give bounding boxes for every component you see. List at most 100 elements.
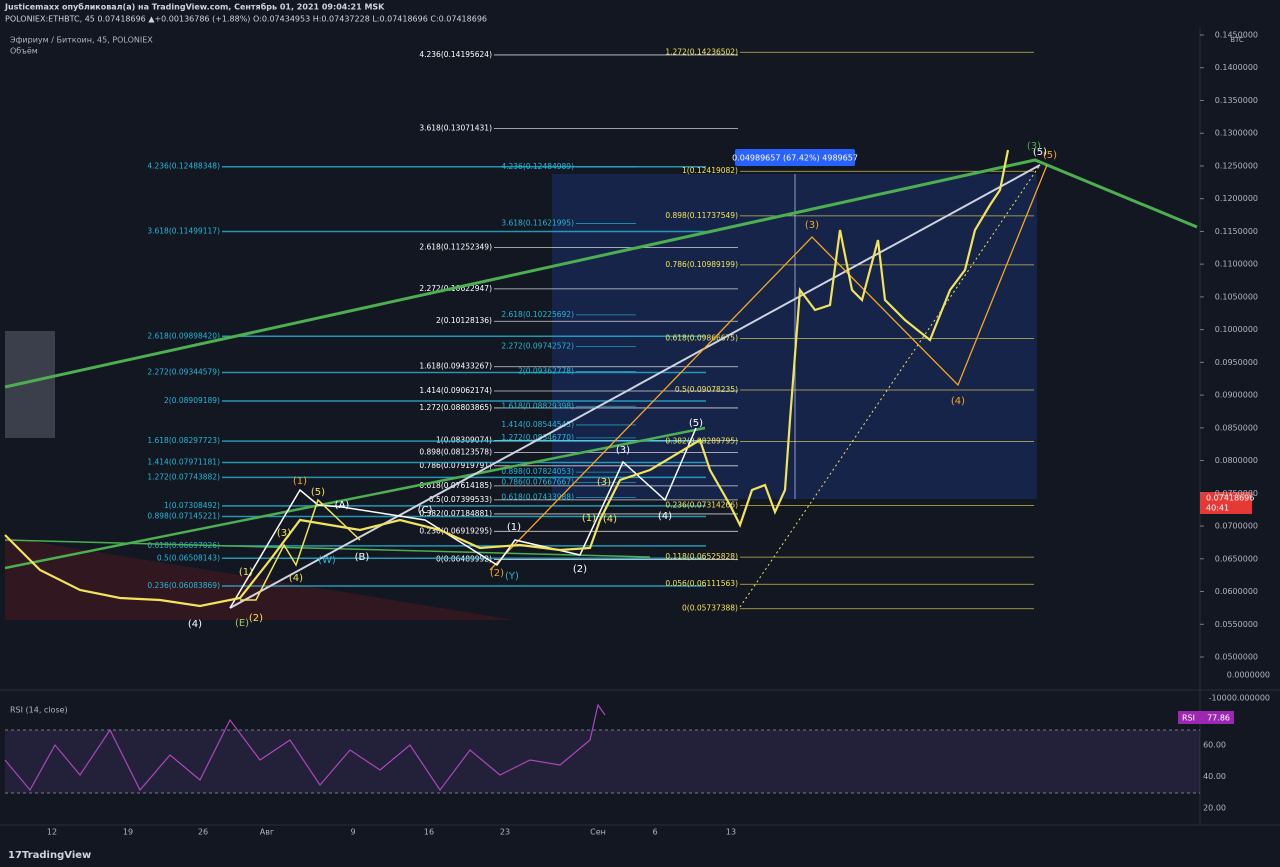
wave-label: (4): [603, 514, 617, 525]
fib-label: 0(0.05737388): [682, 604, 738, 613]
fib-label: 4.236(0.14195624): [419, 50, 492, 59]
fib-label: 0.898(0.07824053): [501, 467, 574, 476]
fib-label: 2.618(0.09898420): [147, 331, 220, 340]
wave-label: (3): [277, 528, 291, 539]
fib-label: 2.618(0.11252349): [419, 243, 492, 252]
wave-label: (5): [689, 418, 703, 429]
fib-label: 0.898(0.08123578): [419, 447, 492, 456]
volume-tick-label: -10000.000000: [1209, 694, 1270, 703]
wave-label: (Y): [505, 571, 519, 582]
fib-label: 0.786(0.10989199): [665, 260, 738, 269]
time-tick-label: 23: [500, 828, 510, 837]
fib-label: 1(0.07308492): [164, 501, 220, 510]
fib-label: 0.382(0.08289795): [665, 437, 738, 446]
price-tick-label: 0.1050000: [1215, 292, 1258, 301]
wave-path: [489, 164, 1048, 571]
fib-label: 2.618(0.10225692): [501, 310, 574, 319]
price-tick-label: 0.0550000: [1215, 620, 1258, 629]
fib-label: 1.414(0.08544545): [501, 420, 574, 429]
time-tick-label: 16: [424, 828, 434, 837]
measure-label: 0.04989657 (67.42%) 4989657: [732, 154, 858, 163]
fib-label: 1.618(0.08829398): [501, 401, 574, 410]
fib-label: 0.786(0.07919791): [419, 461, 492, 470]
brand-logo: 17: [8, 850, 22, 861]
fib-label: 0.236(0.07314266): [665, 500, 738, 509]
projected-path: [4, 149, 1010, 608]
measure-label-bg: [735, 149, 855, 166]
volume-tick-label: 0.0000000: [1227, 671, 1270, 680]
price-tick-label: 0.0500000: [1215, 653, 1258, 662]
wave-label: (3): [616, 445, 630, 456]
rsi-tick-label: 60.00: [1203, 741, 1226, 750]
fib-label: 2.272(0.09344579): [147, 368, 220, 377]
price-tick-label: 0.1450000: [1215, 31, 1258, 40]
price-tick-label: 0.0900000: [1215, 391, 1258, 400]
fib-label: 0.056(0.06111563): [665, 579, 738, 588]
time-tick-label: Авг: [260, 828, 274, 837]
fib-label: 0.5(0.07399533): [429, 495, 492, 504]
price-tick-label: 0.1000000: [1215, 325, 1258, 334]
price-tick-label: 0.0850000: [1215, 423, 1258, 432]
wave-label: (5): [311, 487, 325, 498]
wave-label: (W): [318, 555, 336, 566]
time-tick-label: 6: [652, 828, 657, 837]
wave-label: (1): [582, 513, 596, 524]
rsi-band: [5, 730, 1200, 793]
price-tick-label: 0.1300000: [1215, 129, 1258, 138]
legend-title: Эфириум / Биткоин, 45, POLONIEX: [10, 36, 153, 45]
time-tick-label: 26: [198, 828, 208, 837]
fib-label: 0.118(0.06525828): [665, 552, 738, 561]
wave-label: (1): [293, 476, 307, 487]
fib-label: 1.272(0.07743882): [147, 472, 220, 481]
price-tick-label: 0.1400000: [1215, 63, 1258, 72]
wave-label: (5): [1033, 147, 1047, 158]
wave-path: [240, 498, 361, 601]
price-tick-label: 0.0950000: [1215, 358, 1258, 367]
rsi-value: 77.86: [1207, 714, 1230, 723]
wave-label: (E): [235, 618, 249, 629]
wave-label: (B): [355, 552, 370, 563]
fib-label: 1.618(0.09433267): [419, 362, 492, 371]
wave-label: (3): [1027, 141, 1041, 152]
time-tick-label: 19: [123, 828, 133, 837]
fib-label: 1.414(0.07971181): [147, 457, 220, 466]
fib-label: 1(0.12419082): [682, 166, 738, 175]
fib-label: 3.618(0.13071431): [419, 124, 492, 133]
fib-label: 2(0.10128136): [436, 316, 492, 325]
price-tick-label: 0.1150000: [1215, 227, 1258, 236]
fib-label: 0.382(0.07184881): [419, 509, 492, 518]
fib-label: 0.618(0.09866675): [665, 333, 738, 342]
fib-label: 0.236(0.06919295): [419, 526, 492, 535]
time-tick-label: 9: [350, 828, 355, 837]
wave-label: (C): [418, 505, 433, 516]
wave-label: (4): [658, 511, 672, 522]
rsi-tick-label: 40.00: [1203, 772, 1226, 781]
wave-label: (2): [249, 613, 263, 624]
author-line: Justicemaxx опубликовал(а) на TradingVie…: [4, 2, 385, 12]
currency: BTC: [1230, 36, 1244, 44]
brand: TradingView: [22, 850, 91, 861]
wave-label: (2): [573, 564, 587, 575]
price-tick-label: 0.0650000: [1215, 554, 1258, 563]
fib-label: 2.272(0.09742572): [501, 341, 574, 350]
fib-label: 0.786(0.07667667): [501, 477, 574, 486]
fib-label: 1.272(0.14236502): [665, 47, 738, 56]
fib-label: 2(0.09362778): [518, 366, 574, 375]
price-tick-label: 0.0700000: [1215, 522, 1258, 531]
time-tick-label: Сен: [590, 828, 606, 837]
legend-volume: Объём: [10, 47, 38, 56]
fib-label: 2(0.08909189): [164, 396, 220, 405]
wave-label: (3): [597, 477, 611, 488]
wave-label: (1): [239, 567, 253, 578]
trend-line: [4, 426, 706, 570]
wave-label: (4): [951, 396, 965, 407]
fib-label: 0.898(0.11737549): [665, 211, 738, 220]
fib-label: 4.236(0.12488348): [147, 162, 220, 171]
fib-label: 1.414(0.09062174): [419, 386, 492, 395]
wave-label: (1): [507, 522, 521, 533]
fib-label: 1.272(0.08803865): [419, 403, 492, 412]
price-tick-label: 0.0800000: [1215, 456, 1258, 465]
time-tick-label: 12: [47, 828, 57, 837]
last-price: 0.07418696: [1206, 494, 1254, 503]
